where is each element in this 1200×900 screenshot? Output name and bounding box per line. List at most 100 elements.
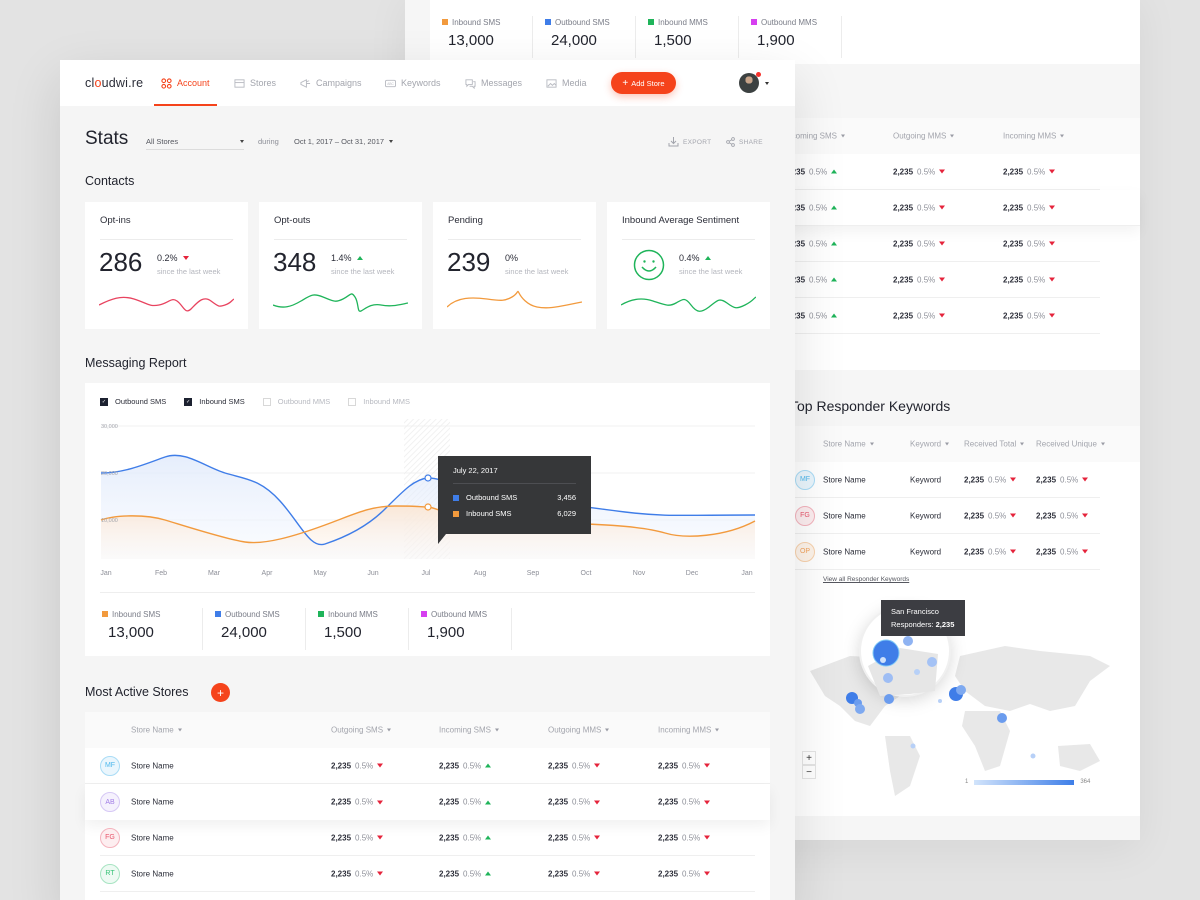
trend-down-icon <box>594 871 601 876</box>
tooltip-value: 2,235 <box>935 620 955 629</box>
cell-value: 2,235 <box>439 797 460 807</box>
table-row[interactable]: FG Store Name 2,235 0.5% 2,235 0.5% 2,235 0… <box>100 820 755 856</box>
nav-item-stores[interactable]: Stores <box>234 60 276 106</box>
nav-item-campaigns[interactable]: Campaigns <box>300 60 362 106</box>
cell-value: 2,235 <box>893 167 914 176</box>
cell-value: 2,235 <box>785 239 806 248</box>
cell-percent: 0.5% <box>917 311 936 320</box>
most-active-stores-title: Most Active Stores <box>85 685 189 699</box>
column-header-outgoing-mms[interactable]: Outgoing MMS <box>548 726 610 735</box>
trend-up-icon <box>831 277 838 282</box>
column-header-store-name[interactable]: Store Name <box>131 726 182 735</box>
cell-value: 2,235 <box>893 275 914 284</box>
nav-item-messages[interactable]: Messages <box>465 60 522 106</box>
nav-label: Account <box>177 78 210 88</box>
store-icon <box>234 78 245 88</box>
table-row[interactable]: MF Store Name Keyword 2,235 0.5% 2,235 0.5… <box>790 462 1100 498</box>
nav-item-media[interactable]: Media <box>546 60 587 106</box>
store-name: Store Name <box>131 797 174 807</box>
column-header-incoming-mms[interactable]: Incoming MMS <box>658 726 720 735</box>
toggle-inbound-mms[interactable]: Inbound MMS <box>348 397 410 406</box>
trend-down-icon <box>939 169 946 174</box>
zoom-in-button[interactable]: + <box>802 751 816 765</box>
store-select[interactable]: All Stores <box>146 137 244 150</box>
cell-value: 2,235 <box>785 167 806 176</box>
view-all-keywords-link[interactable]: View all Responder Keywords <box>823 576 910 583</box>
date-range-select[interactable]: Oct 1, 2017 – Oct 31, 2017 <box>294 137 393 150</box>
square-icon <box>102 611 108 617</box>
cell-value: 2,235 <box>964 475 985 484</box>
column-header-incoming-sms[interactable]: Incoming SMS <box>439 726 500 735</box>
cell-percent: 0.5% <box>463 869 482 878</box>
tooltip-row-outbound: Outbound SMS 3,456 <box>453 493 576 502</box>
trend-up-icon <box>485 871 492 876</box>
logo[interactable]: cloudwi.re <box>85 76 144 90</box>
nav-item-account[interactable]: Account <box>154 60 217 106</box>
toggle-outbound-mms[interactable]: Outbound MMS <box>262 397 330 406</box>
responders-world-map[interactable]: San Francisco Responders: 2,235 + − 1 36… <box>790 596 1140 816</box>
square-icon <box>215 611 221 617</box>
column-header-received-total[interactable]: Received Total <box>964 440 1025 449</box>
user-avatar[interactable] <box>739 73 759 93</box>
top-navigation: cloudwi.re Account Stores Campaigns ABC … <box>60 60 795 106</box>
total-value: 1,900 <box>427 624 465 641</box>
chevron-down-icon[interactable] <box>765 82 769 85</box>
table-row[interactable]: OP Store Name Keyword 2,235 0.5% 2,235 0.5… <box>790 534 1100 570</box>
cell-percent: 0.5% <box>1027 311 1046 320</box>
add-store-button[interactable]: + Add Store <box>611 72 676 94</box>
cell-value: 2,235 <box>1036 511 1057 520</box>
nav-item-keywords[interactable]: ABC Keywords <box>385 60 441 106</box>
column-header-received-unique[interactable]: Received Unique <box>1036 440 1105 449</box>
checkbox-checked-icon: ✓ <box>100 397 108 406</box>
table-row[interactable]: RT Store Name 2,235 0.5% 2,235 0.5% 2,235 0… <box>100 856 755 892</box>
table-row[interactable]: AB Store Name 2,235 0.5% 2,235 0.5% 2,235 0… <box>85 784 770 820</box>
divider <box>274 239 407 240</box>
tooltip-city: San Francisco <box>891 607 939 616</box>
column-header-outgoing-mms[interactable]: Outgoing MMS <box>893 132 955 141</box>
chat-icon <box>465 78 476 89</box>
store-avatar: FG <box>795 505 815 526</box>
cell-percent: 0.5% <box>355 869 374 878</box>
add-store-round-button[interactable]: + <box>211 683 230 702</box>
column-label: Outgoing SMS <box>331 725 384 735</box>
cell-percent: 0.5% <box>682 869 701 878</box>
toggle-outbound-sms[interactable]: ✓ Outbound SMS <box>100 397 166 406</box>
export-button[interactable]: EXPORT <box>668 137 711 147</box>
divider <box>100 592 755 593</box>
export-label: EXPORT <box>683 138 712 146</box>
total-value: 24,000 <box>551 32 597 49</box>
messaging-line-chart[interactable] <box>85 419 770 564</box>
trend-down-icon <box>704 871 711 876</box>
messaging-report-title: Messaging Report <box>85 356 187 370</box>
table-row[interactable]: MF Store Name 2,235 0.5% 2,235 0.5% 2,235 0… <box>85 748 770 784</box>
bp-totals-card: Inbound SMS 13,000 Outbound SMS 24,000 I… <box>430 0 1140 64</box>
store-avatar: OP <box>795 541 815 562</box>
table-row[interactable]: FG Store Name Keyword 2,235 0.5% 2,235 0.5… <box>790 498 1100 534</box>
trend-down-icon <box>939 205 946 210</box>
bp-total-outbound-mms: Outbound MMS 1,900 <box>739 16 842 58</box>
share-button[interactable]: SHARE <box>726 137 763 147</box>
toggle-inbound-sms[interactable]: ✓ Inbound SMS <box>184 397 245 406</box>
column-header-incoming-mms[interactable]: Incoming MMS <box>1003 132 1065 141</box>
stat-title: Opt-outs <box>274 215 311 226</box>
zoom-out-button[interactable]: − <box>802 765 816 779</box>
tooltip-label: Responders: <box>891 620 934 629</box>
bp-total-inbound-mms: Inbound MMS 1,500 <box>636 16 739 58</box>
column-header-outgoing-sms[interactable]: Outgoing SMS <box>331 725 392 735</box>
cell-percent: 0.5% <box>463 797 482 807</box>
column-label: Received Unique <box>1036 439 1097 449</box>
column-header-incoming-sms[interactable]: Incoming SMS <box>785 132 846 141</box>
square-icon <box>751 19 757 25</box>
cell-value: 2,235 <box>548 797 569 807</box>
keywords-section-title: Top Responder Keywords <box>790 398 951 414</box>
column-header-store-name[interactable]: Store Name <box>823 440 874 449</box>
column-header-keyword[interactable]: Keyword <box>910 440 950 449</box>
tooltip-date: July 22, 2017 <box>453 466 498 475</box>
divider <box>453 483 576 484</box>
cell-value: 2,235 <box>964 511 985 520</box>
trend-down-icon <box>939 313 946 318</box>
cell-value: 2,235 <box>1003 203 1024 212</box>
total-inbound-mms: Inbound MMS 1,500 <box>306 608 409 650</box>
cell-value: 2,235 <box>548 869 569 878</box>
trend-down-icon <box>704 800 711 804</box>
